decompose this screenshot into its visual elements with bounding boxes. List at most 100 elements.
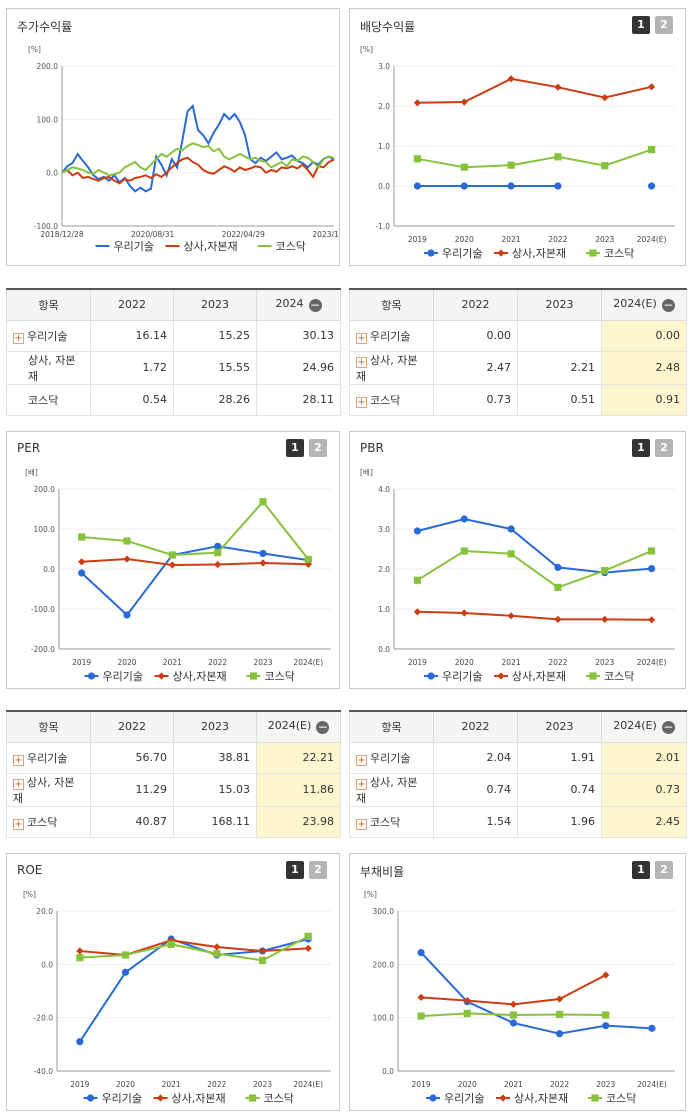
collapse-column-icon[interactable]: − xyxy=(308,298,322,313)
collapse-column-icon[interactable]: − xyxy=(316,720,330,735)
x-tick-label: 2023 xyxy=(595,235,614,244)
x-tick-label: 2019 xyxy=(70,1080,89,1089)
row-name-cell[interactable]: + 코스닥 xyxy=(349,383,434,416)
table-row: + 우리기술 0.00 0.00 xyxy=(349,319,687,352)
row-name-cell[interactable]: + 코스닥 xyxy=(349,805,434,838)
row-name-cell[interactable]: + 우리기술 xyxy=(6,741,91,774)
row-name-cell[interactable]: + 우리기술 xyxy=(6,319,91,352)
x-tick-label: 2019 xyxy=(408,235,427,244)
data-point xyxy=(413,155,422,163)
y-tick-label: 100.0 xyxy=(34,525,56,534)
series-line xyxy=(79,939,309,957)
expand-row-icon[interactable]: + xyxy=(356,396,367,408)
expand-row-icon[interactable]: + xyxy=(13,754,24,766)
data-point xyxy=(214,560,222,569)
row-name-label: 코스닥 xyxy=(28,393,59,407)
series-line xyxy=(61,156,335,185)
y-tick-label: 4.0 xyxy=(378,485,390,494)
value-cell: 56.70 xyxy=(90,741,174,774)
data-point xyxy=(554,583,562,591)
expand-row-icon[interactable]: + xyxy=(13,818,24,830)
debt-ratio-panel: 부채비율 1 2 [%] 300.0 200.0 100.0 0.0 2019 2020 20… xyxy=(349,853,686,1111)
top-edge-bar xyxy=(0,0,691,4)
column-header-label: 2022 xyxy=(461,720,490,734)
per-table: 항목 2022 2023 2024(E) − + 우리기술 56.70 38.81 22.21 + 상… xyxy=(6,710,341,838)
collapse-column-icon[interactable]: − xyxy=(661,720,675,735)
data-point xyxy=(213,950,221,958)
unit-label: [배] xyxy=(360,468,373,477)
row-name-cell[interactable]: + 코스닥 xyxy=(6,805,91,838)
data-point xyxy=(460,182,468,190)
legend-item: 우리기술 xyxy=(83,1092,142,1105)
expand-row-icon[interactable]: + xyxy=(13,778,24,790)
row-name-cell[interactable]: + 상사, 자본재 xyxy=(349,772,434,807)
expand-row-icon[interactable]: + xyxy=(356,332,367,344)
value-cell: 15.25 xyxy=(173,319,257,352)
legend-label: 코스닥 xyxy=(276,240,306,253)
legend-marker xyxy=(499,1094,507,1102)
debt-ratio-chart: [%] 300.0 200.0 100.0 0.0 2019 2020 2021 2022 202… xyxy=(364,890,675,1105)
chart-view-2-button[interactable]: 2 xyxy=(309,439,327,457)
row-name-cell[interactable]: + 상사, 자본재 xyxy=(6,772,91,807)
data-point xyxy=(121,968,130,976)
row-name-cell[interactable]: + 우리기술 xyxy=(349,319,434,352)
chart-view-1-button[interactable]: 1 xyxy=(286,439,304,457)
legend-item: 상사,자본재 xyxy=(153,1092,226,1105)
data-point xyxy=(76,954,84,962)
expand-row-icon[interactable]: + xyxy=(356,356,367,368)
panel-title: 부채비율 xyxy=(360,865,405,879)
unit-label: [%] xyxy=(360,45,373,54)
table-row: + 우리기술 16.14 15.25 30.13 xyxy=(6,319,341,352)
table-row: + 상사, 자본재 11.29 15.03 11.86 xyxy=(6,772,341,807)
chart-view-2-button[interactable]: 2 xyxy=(655,16,673,34)
table-row: + 상사, 자본재 0.74 0.74 0.73 xyxy=(349,772,687,807)
value-cell: 1.96 xyxy=(517,805,602,838)
legend-item: 우리기술 xyxy=(426,1092,484,1105)
data-point xyxy=(258,947,267,955)
data-point xyxy=(554,615,562,623)
y-tick-label: 0.0 xyxy=(43,565,55,574)
expand-row-icon[interactable]: + xyxy=(13,332,24,344)
data-point xyxy=(214,549,222,557)
y-tick-label: 200.0 xyxy=(373,960,395,969)
series-line xyxy=(61,103,335,193)
chart-view-1-button[interactable]: 1 xyxy=(632,16,650,34)
x-tick-label: 2021 xyxy=(163,658,182,667)
legend-item: 상사,자본재 xyxy=(154,670,227,683)
unit-label: [배] xyxy=(25,468,38,477)
series-line xyxy=(416,549,652,589)
chart-view-2-button[interactable]: 2 xyxy=(309,861,327,879)
collapse-column-icon[interactable]: − xyxy=(661,298,675,313)
dividend-yield-table: 항목 2022 2023 2024(E) − + 우리기술 0.00 0.00 + 상사, 자본재 2… xyxy=(349,288,687,416)
chart-view-2-button[interactable]: 2 xyxy=(655,861,673,879)
column-header-item: 항목 xyxy=(6,710,91,743)
x-tick-label: 2022 xyxy=(550,1080,569,1089)
row-name-cell[interactable]: + 상사, 자본재 xyxy=(349,350,434,385)
x-tick-label: 2022 xyxy=(548,235,567,244)
series-line xyxy=(81,557,309,567)
x-tick-label: 2019 xyxy=(412,1080,431,1089)
panel-title: PER xyxy=(17,441,41,455)
expand-row-icon[interactable]: + xyxy=(356,778,367,790)
x-tick-label: 2024(E) xyxy=(293,1080,323,1089)
data-point xyxy=(554,153,562,161)
value-cell: 2.48 xyxy=(601,350,687,385)
chart-view-1-button[interactable]: 1 xyxy=(632,439,650,457)
expand-row-icon[interactable]: + xyxy=(356,754,367,766)
row-name-cell: 코스닥 xyxy=(6,383,91,416)
table-row: + 우리기술 2.04 1.91 2.01 xyxy=(349,741,687,774)
chart-view-2-button[interactable]: 2 xyxy=(655,439,673,457)
legend-label: 코스닥 xyxy=(604,670,634,683)
table-row: 상사, 자본재 1.72 15.55 24.96 xyxy=(6,350,341,385)
row-name-cell[interactable]: + 우리기술 xyxy=(349,741,434,774)
chart-view-1-button[interactable]: 1 xyxy=(632,861,650,879)
column-header-label: 2024(E) xyxy=(267,719,312,733)
row-name-label: 우리기술 xyxy=(27,329,68,343)
expand-row-icon[interactable]: + xyxy=(356,818,367,830)
column-header-label: 항목 xyxy=(381,298,402,312)
value-cell: 0.51 xyxy=(517,383,602,416)
data-point xyxy=(507,550,515,558)
chart-view-1-button[interactable]: 1 xyxy=(286,861,304,879)
x-tick-label: 2022 xyxy=(548,658,567,667)
data-point xyxy=(507,612,515,620)
